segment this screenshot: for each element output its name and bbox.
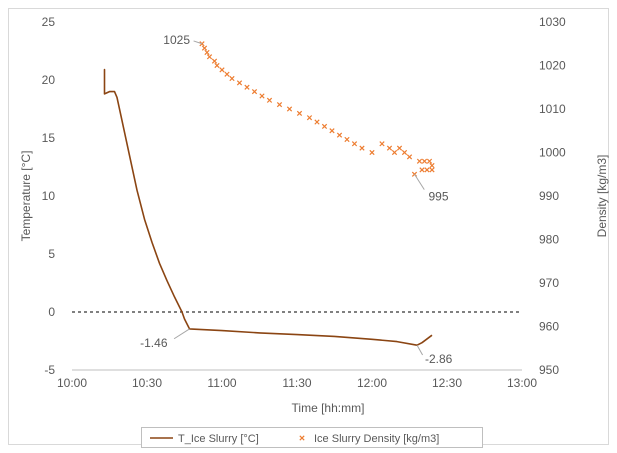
- y2-tick-960: 960: [539, 320, 559, 334]
- density-marker: [206, 54, 213, 60]
- density-marker: [306, 115, 313, 121]
- y2-axis-label: Density [kg/m3]: [595, 155, 609, 238]
- legend-marker-x: [299, 435, 305, 441]
- y2-tick-980: 980: [539, 233, 559, 247]
- density-marker: [351, 141, 358, 147]
- annotation-label: 995: [429, 189, 449, 203]
- annotation-label: -2.86: [425, 352, 453, 366]
- annotation-leader: [414, 173, 425, 190]
- density-marker: [419, 167, 425, 173]
- y2-tick-1000: 1000: [539, 146, 566, 160]
- series-lines: [103, 68, 433, 347]
- y2-tick-1010: 1010: [539, 102, 566, 116]
- density-marker: [344, 136, 350, 143]
- x-axis-ticks: 10:00 10:30 11:00 11:30 12:00 12:30 13:00: [57, 376, 537, 390]
- density-marker: [211, 58, 218, 64]
- density-marker: [421, 158, 428, 164]
- density-marker: [214, 62, 220, 69]
- legend-label-temperature: T_Ice Slurry [°C]: [178, 433, 259, 445]
- density-marker: [201, 45, 208, 51]
- y2-axis-ticks: 950 960 970 980 990 1000 1010 1020 1030: [539, 15, 566, 377]
- density-marker: [429, 162, 435, 169]
- y-tick-5: -5: [44, 363, 55, 377]
- density-marker: [259, 93, 265, 99]
- density-marker: [401, 149, 408, 156]
- legend-swatch-density: [299, 435, 305, 441]
- density-marker: [359, 145, 365, 151]
- density-marker: [219, 67, 225, 73]
- annotation-label: 1025: [163, 33, 190, 47]
- annotation-leader: [416, 344, 424, 356]
- y-tick-15: 15: [42, 131, 56, 145]
- density-marker: [244, 84, 250, 90]
- y-tick-20: 20: [42, 73, 56, 87]
- density-marker: [416, 158, 423, 164]
- series-markers: [199, 41, 435, 177]
- density-marker: [429, 167, 435, 173]
- density-marker: [276, 102, 283, 108]
- x-tick-13-00: 13:00: [507, 376, 537, 390]
- y-tick-25: 25: [42, 15, 56, 29]
- density-marker: [386, 145, 393, 151]
- density-marker: [296, 110, 303, 116]
- y2-tick-1020: 1020: [539, 59, 566, 73]
- annotations: -1.46 -2.86 1025 995: [140, 33, 453, 366]
- y-axis-ticks: -5 0 5 10 15 20 25: [42, 15, 56, 377]
- legend: T_Ice Slurry [°C] Ice Slurry Density [kg…: [141, 427, 483, 448]
- annotation-leader: [173, 328, 190, 340]
- density-marker: [391, 149, 398, 156]
- density-marker: [396, 145, 403, 151]
- density-marker: [369, 149, 375, 156]
- y2-tick-990: 990: [539, 189, 559, 203]
- annotation-label: -1.46: [140, 336, 168, 350]
- density-marker: [426, 158, 433, 164]
- y-tick-5: 5: [48, 247, 55, 261]
- x-tick-12-30: 12:30: [432, 376, 462, 390]
- annotation-leader: [193, 40, 203, 45]
- y-tick-0: 0: [48, 305, 55, 319]
- chart-border: [8, 8, 609, 445]
- y-axis-label: Temperature [°C]: [19, 151, 33, 242]
- x-tick-10-00: 10:00: [57, 376, 87, 390]
- x-tick-12-00: 12:00: [357, 376, 387, 390]
- density-marker: [236, 80, 243, 86]
- density-marker: [286, 106, 293, 112]
- density-marker: [424, 167, 430, 173]
- density-marker: [266, 97, 273, 103]
- legend-box: [141, 427, 483, 448]
- density-marker: [336, 132, 343, 138]
- x-tick-11-30: 11:30: [282, 376, 311, 390]
- density-marker: [229, 75, 235, 82]
- x-tick-11-00: 11:00: [207, 376, 236, 390]
- y2-tick-1030: 1030: [539, 15, 566, 29]
- series-line-temperature: [103, 68, 433, 347]
- density-marker: [329, 128, 335, 134]
- density-marker: [379, 141, 385, 147]
- y2-tick-950: 950: [539, 363, 559, 377]
- density-marker: [204, 49, 210, 56]
- y2-tick-970: 970: [539, 276, 559, 290]
- x-axis-label: Time [hh:mm]: [292, 401, 365, 415]
- density-marker: [224, 71, 230, 77]
- density-marker: [314, 119, 320, 125]
- x-tick-10-30: 10:30: [132, 376, 162, 390]
- legend-label-density: Ice Slurry Density [kg/m3]: [314, 433, 439, 445]
- density-marker: [321, 123, 328, 130]
- density-marker: [406, 154, 413, 160]
- y-tick-10: 10: [42, 189, 56, 203]
- density-marker: [251, 88, 258, 95]
